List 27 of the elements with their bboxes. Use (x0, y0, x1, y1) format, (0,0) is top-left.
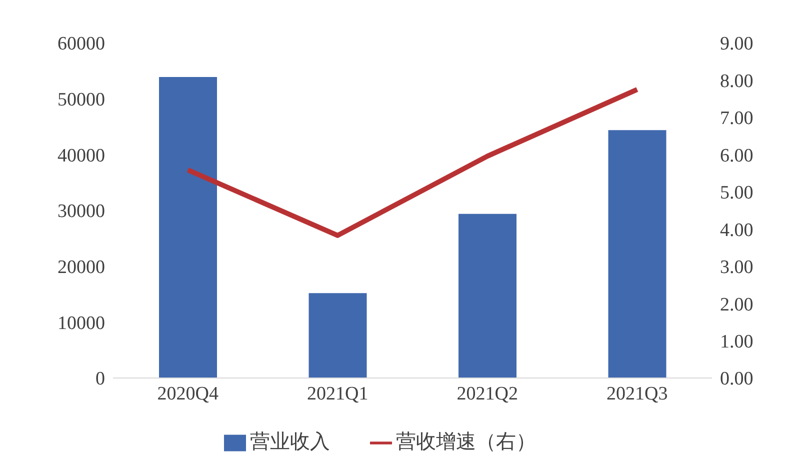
y2-tick-label: 3.00 (720, 257, 754, 278)
y-tick-label: 10000 (58, 312, 105, 334)
legend-label: 营业收入 (250, 429, 330, 453)
y2-tick-label: 5.00 (720, 182, 754, 204)
y2-tick-label: 7.00 (720, 108, 754, 130)
y-tick-label: 50000 (58, 90, 105, 111)
y2-tick-label: 9.00 (720, 34, 754, 55)
y2-tick-label: 0.00 (720, 368, 754, 390)
bar (308, 293, 367, 378)
y2-tick-label: 4.00 (720, 220, 754, 241)
legend-label: 营收增速（右） (396, 429, 536, 453)
y-tick-label: 20000 (58, 257, 105, 278)
y-tick-label: 60000 (58, 34, 105, 55)
x-tick-label: 2021Q3 (606, 383, 668, 404)
y2-tick-label: 2.00 (720, 294, 754, 316)
bar (458, 214, 516, 378)
y-tick-label: 0 (96, 368, 105, 390)
y2-tick-label: 8.00 (720, 70, 754, 92)
y2-tick-label: 6.00 (720, 145, 754, 166)
y-tick-label: 40000 (58, 145, 105, 166)
bar (608, 130, 666, 378)
x-tick-label: 2021Q1 (307, 383, 368, 404)
x-tick-label: 2020Q4 (157, 383, 219, 404)
bar (159, 77, 217, 378)
y-tick-label: 30000 (58, 201, 105, 222)
y2-tick-label: 1.00 (720, 332, 754, 353)
x-tick-label: 2021Q2 (456, 383, 518, 404)
